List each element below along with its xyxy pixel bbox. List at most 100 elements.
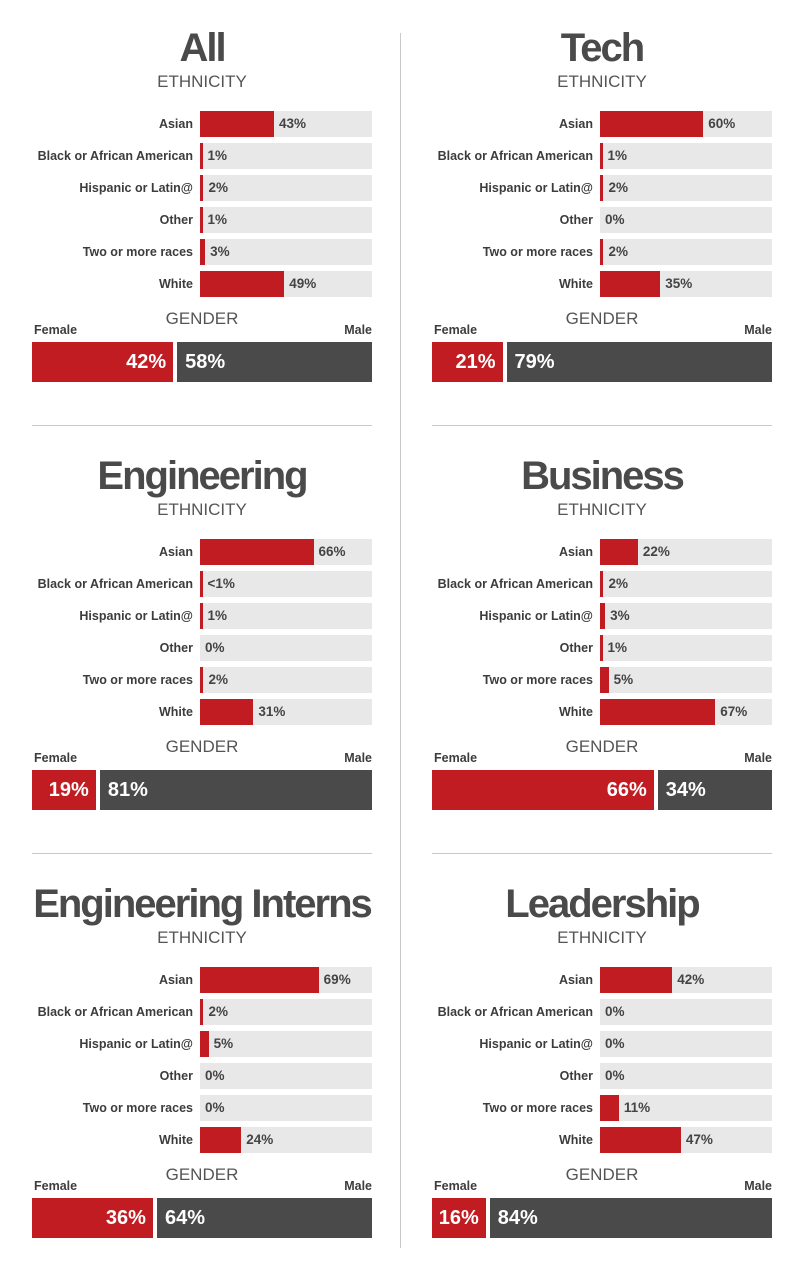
ethnicity-bar [200, 1127, 242, 1153]
male-bar: 34% [657, 770, 772, 810]
ethnicity-row: Two or more races 2% [432, 239, 772, 265]
ethnicity-bar-track [600, 571, 772, 597]
ethnicity-row: Other 1% [432, 635, 772, 661]
ethnicity-bar [200, 539, 314, 565]
ethnicity-bar-track [600, 999, 772, 1025]
ethnicity-row: Asian 66% [32, 539, 372, 565]
ethnicity-value-label: 60% [708, 116, 736, 131]
ethnicity-category-label: Black or African American [37, 149, 193, 163]
ethnicity-value-label: 24% [246, 1132, 274, 1147]
ethnicity-row: Two or more races 0% [32, 1095, 372, 1121]
ethnicity-bar-track [200, 175, 372, 201]
female-bar: 16% [432, 1198, 486, 1238]
ethnicity-row: White 35% [432, 271, 772, 297]
ethnicity-category-label: Asian [558, 545, 593, 559]
ethnicity-bar [600, 175, 604, 201]
ethnicity-row: Other 0% [432, 207, 772, 233]
ethnicity-category-label: Hispanic or Latin@ [79, 1037, 193, 1051]
ethnicity-row: White 67% [432, 699, 772, 725]
ethnicity-bar [200, 699, 254, 725]
ethnicity-bar [600, 571, 604, 597]
chart-panel: Business ETHNICITY Asian 22% Black or Africa… [432, 450, 772, 850]
ethnicity-bar [200, 143, 203, 169]
male-caption: Male [344, 751, 372, 765]
ethnicity-row: Two or more races 11% [432, 1095, 772, 1121]
ethnicity-bar [600, 1127, 681, 1153]
ethnicity-bar [200, 271, 285, 297]
ethnicity-bar-track [600, 111, 772, 137]
ethnicity-row: Black or African American 1% [432, 143, 772, 169]
ethnicity-category-label: Asian [158, 117, 193, 131]
ethnicity-category-label: White [558, 277, 593, 291]
ethnicity-bar [600, 1095, 619, 1121]
ethnicity-value-label: 3% [610, 608, 630, 623]
horizontal-divider [32, 425, 372, 426]
ethnicity-bar-track [200, 1127, 372, 1153]
ethnicity-bar-track [600, 175, 772, 201]
ethnicity-bar-track [600, 143, 772, 169]
ethnicity-bar-track [200, 635, 372, 661]
ethnicity-category-label: Hispanic or Latin@ [79, 181, 193, 195]
ethnicity-value-label: 47% [685, 1132, 713, 1147]
ethnicity-row: Hispanic or Latin@ 3% [432, 603, 772, 629]
chart-panel: Engineering ETHNICITY Asian 66% Black or Afr… [32, 450, 372, 850]
ethnicity-value-label: 0% [605, 1068, 625, 1083]
ethnicity-value-label: 0% [605, 1004, 625, 1019]
vertical-divider [400, 33, 401, 1248]
ethnicity-bar [200, 111, 274, 137]
ethnicity-bar-track [200, 539, 372, 565]
panel-title: Leadership [505, 882, 700, 926]
ethnicity-bar [600, 539, 638, 565]
ethnicity-bar-track [600, 271, 772, 297]
male-caption: Male [744, 323, 772, 337]
female-caption: Female [434, 751, 478, 765]
ethnicity-bar-track [600, 239, 772, 265]
male-bar: 64% [156, 1198, 372, 1238]
horizontal-divider [432, 853, 772, 854]
male-caption: Male [344, 323, 372, 337]
ethnicity-bar-track [200, 1031, 372, 1057]
ethnicity-bar-track [200, 1095, 372, 1121]
ethnicity-bar-track [600, 539, 772, 565]
ethnicity-row: Black or African American 2% [432, 571, 772, 597]
female-bar: 66% [432, 770, 654, 810]
ethnicity-value-label: 0% [205, 1068, 225, 1083]
horizontal-divider [432, 425, 772, 426]
ethnicity-value-label: 0% [205, 1100, 225, 1115]
ethnicity-category-label: Hispanic or Latin@ [479, 609, 593, 623]
ethnicity-value-label: 1% [607, 640, 628, 655]
ethnicity-bar-track [200, 143, 372, 169]
ethnicity-row: Other 0% [32, 1063, 372, 1089]
ethnicity-category-label: White [158, 1133, 193, 1147]
gender-heading: GENDER [165, 309, 239, 328]
chart-panel: Engineering Interns ETHNICITY Asian 69% Blac… [32, 878, 373, 1278]
ethnicity-category-label: Two or more races [82, 1101, 193, 1115]
ethnicity-category-label: Hispanic or Latin@ [479, 1037, 593, 1051]
ethnicity-bar [200, 999, 204, 1025]
ethnicity-bar-track [600, 1095, 772, 1121]
ethnicity-row: Black or African American 2% [32, 999, 372, 1025]
ethnicity-bar-track [200, 967, 372, 993]
ethnicity-bar-track [600, 667, 772, 693]
ethnicity-value-label: 0% [605, 1036, 625, 1051]
male-caption: Male [744, 1179, 772, 1193]
ethnicity-heading: ETHNICITY [557, 500, 647, 519]
ethnicity-value-label: <1% [207, 576, 235, 591]
female-caption: Female [34, 751, 78, 765]
ethnicity-category-label: White [558, 705, 593, 719]
ethnicity-category-label: Two or more races [82, 245, 193, 259]
ethnicity-bar-track [200, 207, 372, 233]
ethnicity-value-label: 43% [278, 116, 306, 131]
ethnicity-bar [600, 239, 604, 265]
ethnicity-bar-track [600, 699, 772, 725]
female-bar: 42% [32, 342, 174, 382]
ethnicity-row: Two or more races 2% [32, 667, 372, 693]
ethnicity-bar [600, 271, 661, 297]
ethnicity-row: White 49% [32, 271, 372, 297]
ethnicity-value-label: 5% [613, 672, 634, 687]
ethnicity-bar [600, 143, 603, 169]
ethnicity-value-label: 22% [642, 544, 670, 559]
ethnicity-category-label: Asian [158, 973, 193, 987]
ethnicity-value-label: 49% [289, 276, 317, 291]
ethnicity-heading: ETHNICITY [557, 928, 647, 947]
